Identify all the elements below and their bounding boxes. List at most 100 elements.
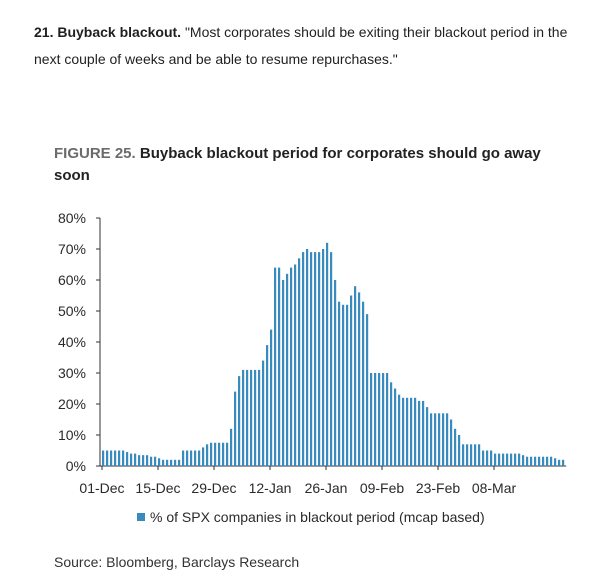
bar	[182, 450, 185, 466]
bar	[222, 442, 225, 466]
bar	[190, 450, 193, 466]
bar	[254, 369, 257, 466]
bar	[150, 456, 153, 466]
bar	[246, 369, 249, 466]
bar	[442, 413, 445, 466]
bar	[530, 456, 533, 466]
x-tick-label: 08-Mar	[472, 480, 517, 496]
intro-paragraph: 21. Buyback blackout. "Most corporates s…	[34, 19, 594, 73]
bar	[230, 428, 233, 466]
y-tick-label: 10%	[58, 427, 86, 443]
bar	[198, 450, 201, 466]
bar	[322, 249, 325, 466]
bar	[302, 252, 305, 466]
bar	[106, 450, 109, 466]
x-tick-label: 01-Dec	[79, 480, 124, 496]
bar	[186, 450, 189, 466]
bar	[462, 444, 465, 466]
bar	[402, 397, 405, 466]
bar	[478, 444, 481, 466]
bar	[418, 400, 421, 466]
x-tick-label: 12-Jan	[249, 480, 292, 496]
bar	[294, 264, 297, 466]
bar	[290, 267, 293, 466]
chart-legend: % of SPX companies in blackout period (m…	[137, 509, 485, 525]
bar	[438, 413, 441, 466]
bar	[174, 459, 177, 466]
figure-title-text: Buyback blackout period for corporates s…	[54, 145, 541, 184]
bar	[218, 442, 221, 466]
bar	[334, 280, 337, 466]
bar	[374, 373, 377, 466]
bar	[394, 388, 397, 466]
y-tick-label: 40%	[58, 334, 86, 350]
x-tick-label: 26-Jan	[305, 480, 348, 496]
bar	[474, 444, 477, 466]
bar	[234, 391, 237, 466]
bar	[130, 453, 133, 466]
bar	[202, 447, 205, 466]
bar	[194, 450, 197, 466]
bar	[542, 456, 545, 466]
bar	[422, 400, 425, 466]
bar	[142, 455, 145, 466]
y-tick-label: 20%	[58, 396, 86, 412]
bar	[486, 450, 489, 466]
bar	[386, 373, 389, 466]
bar	[298, 258, 301, 466]
bar	[558, 459, 561, 466]
bar	[318, 252, 321, 466]
bar	[330, 252, 333, 466]
bar	[342, 304, 345, 466]
bar	[110, 450, 113, 466]
x-tick-label: 23-Feb	[416, 480, 461, 496]
bar	[546, 456, 549, 466]
bar	[538, 456, 541, 466]
bar	[410, 397, 413, 466]
intro-body: "Most corporates should be exiting their…	[34, 24, 568, 67]
bar	[434, 413, 437, 466]
bar	[494, 453, 497, 466]
y-tick-label: 0%	[66, 458, 86, 474]
y-tick-label: 70%	[58, 241, 86, 257]
bar	[214, 442, 217, 466]
bar	[518, 453, 521, 466]
bar	[498, 453, 501, 466]
bar	[310, 252, 313, 466]
bar	[118, 450, 121, 466]
bar	[278, 267, 281, 466]
bar	[134, 453, 137, 466]
bar	[326, 242, 329, 466]
bar	[502, 453, 505, 466]
bar	[266, 345, 269, 466]
bar	[314, 252, 317, 466]
bar	[262, 360, 265, 466]
bar	[162, 459, 165, 466]
bar	[398, 394, 401, 466]
bar	[382, 373, 385, 466]
bar	[506, 453, 509, 466]
bar	[354, 286, 357, 466]
bar	[338, 301, 341, 466]
figure-title: FIGURE 25. Buyback blackout period for c…	[54, 143, 574, 187]
bar	[154, 456, 157, 466]
bar	[490, 450, 493, 466]
bar	[210, 442, 213, 466]
bar	[282, 280, 285, 466]
x-tick-label: 29-Dec	[191, 480, 236, 496]
y-tick-label: 30%	[58, 365, 86, 381]
bar	[102, 450, 105, 466]
bar	[358, 292, 361, 466]
intro-heading: 21. Buyback blackout.	[34, 24, 182, 40]
bar	[126, 452, 129, 466]
bar	[378, 373, 381, 466]
y-tick-label: 50%	[58, 303, 86, 319]
bar	[350, 295, 353, 466]
x-tick-label: 15-Dec	[135, 480, 180, 496]
bar	[390, 382, 393, 466]
bar	[166, 459, 169, 466]
bar	[146, 455, 149, 466]
bar	[226, 442, 229, 466]
bar	[466, 444, 469, 466]
bar	[306, 249, 309, 466]
